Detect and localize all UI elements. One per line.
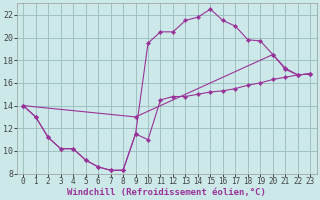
X-axis label: Windchill (Refroidissement éolien,°C): Windchill (Refroidissement éolien,°C) [67,188,266,197]
